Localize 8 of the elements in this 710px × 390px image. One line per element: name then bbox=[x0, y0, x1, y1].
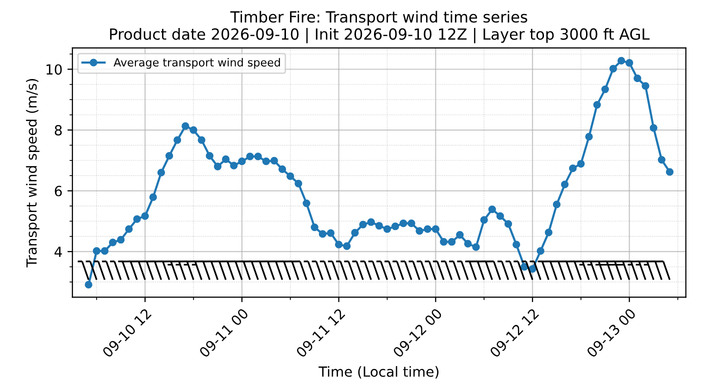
y-tick-label: 4 bbox=[54, 246, 62, 257]
chart-title: Timber Fire: Transport wind time series Product date 2026-09-10 | Init 2026-09-10 12Z | Layer top 3000 ft AGL bbox=[110, 10, 650, 44]
y-axis-title: Transport wind speed (m/s) bbox=[26, 79, 40, 268]
y-tick-label: 10 bbox=[46, 64, 62, 75]
legend-label: Average transport wind speed bbox=[114, 58, 280, 69]
y-tick-label: 6 bbox=[54, 186, 62, 196]
x-axis-title: Time (Local time) bbox=[318, 366, 438, 379]
y-tick-label: 8 bbox=[54, 124, 62, 136]
